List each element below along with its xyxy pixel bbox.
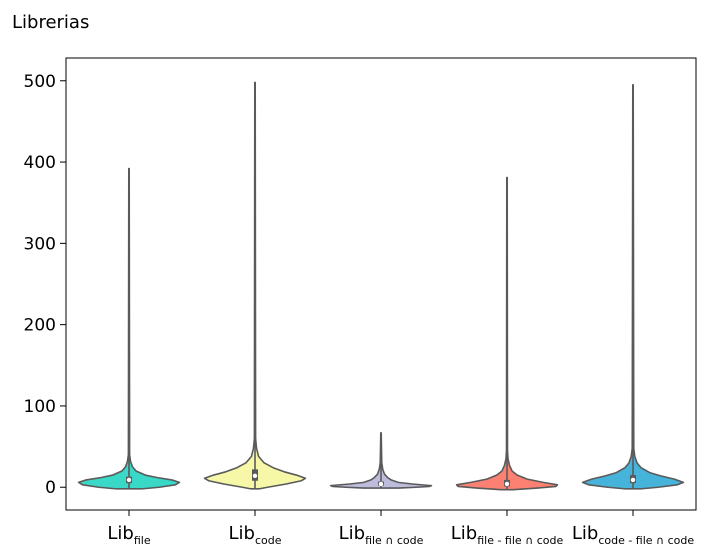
violin-median-point [378, 481, 384, 487]
x-tick-label: Libfile ∩ code [339, 523, 424, 545]
violin-median-point [126, 477, 132, 483]
y-tick-label: 0 [45, 478, 56, 498]
y-tick-label: 200 [24, 316, 56, 336]
violin-median-point [504, 481, 510, 487]
x-tick-label: Libcode - file ∩ code [572, 523, 695, 545]
x-tick-label: Libfile [107, 523, 150, 545]
y-axis: 0 100 200 300 400 500 [24, 72, 66, 498]
y-tick-label: 500 [24, 72, 56, 92]
y-tick-label: 300 [24, 234, 56, 254]
violin-median-point [252, 473, 258, 479]
x-tick-label: Libcode [229, 523, 282, 545]
violin-median-point [630, 477, 636, 483]
x-tick-label: Libfile - file ∩ code [451, 523, 564, 545]
y-tick-label: 400 [24, 153, 56, 173]
y-axis-title: Librerias [12, 12, 89, 33]
y-tick-label: 100 [24, 397, 56, 417]
x-axis: Libfile Libcode Libfile ∩ code Libfile - fi… [107, 510, 694, 545]
violins-group [77, 81, 685, 491]
